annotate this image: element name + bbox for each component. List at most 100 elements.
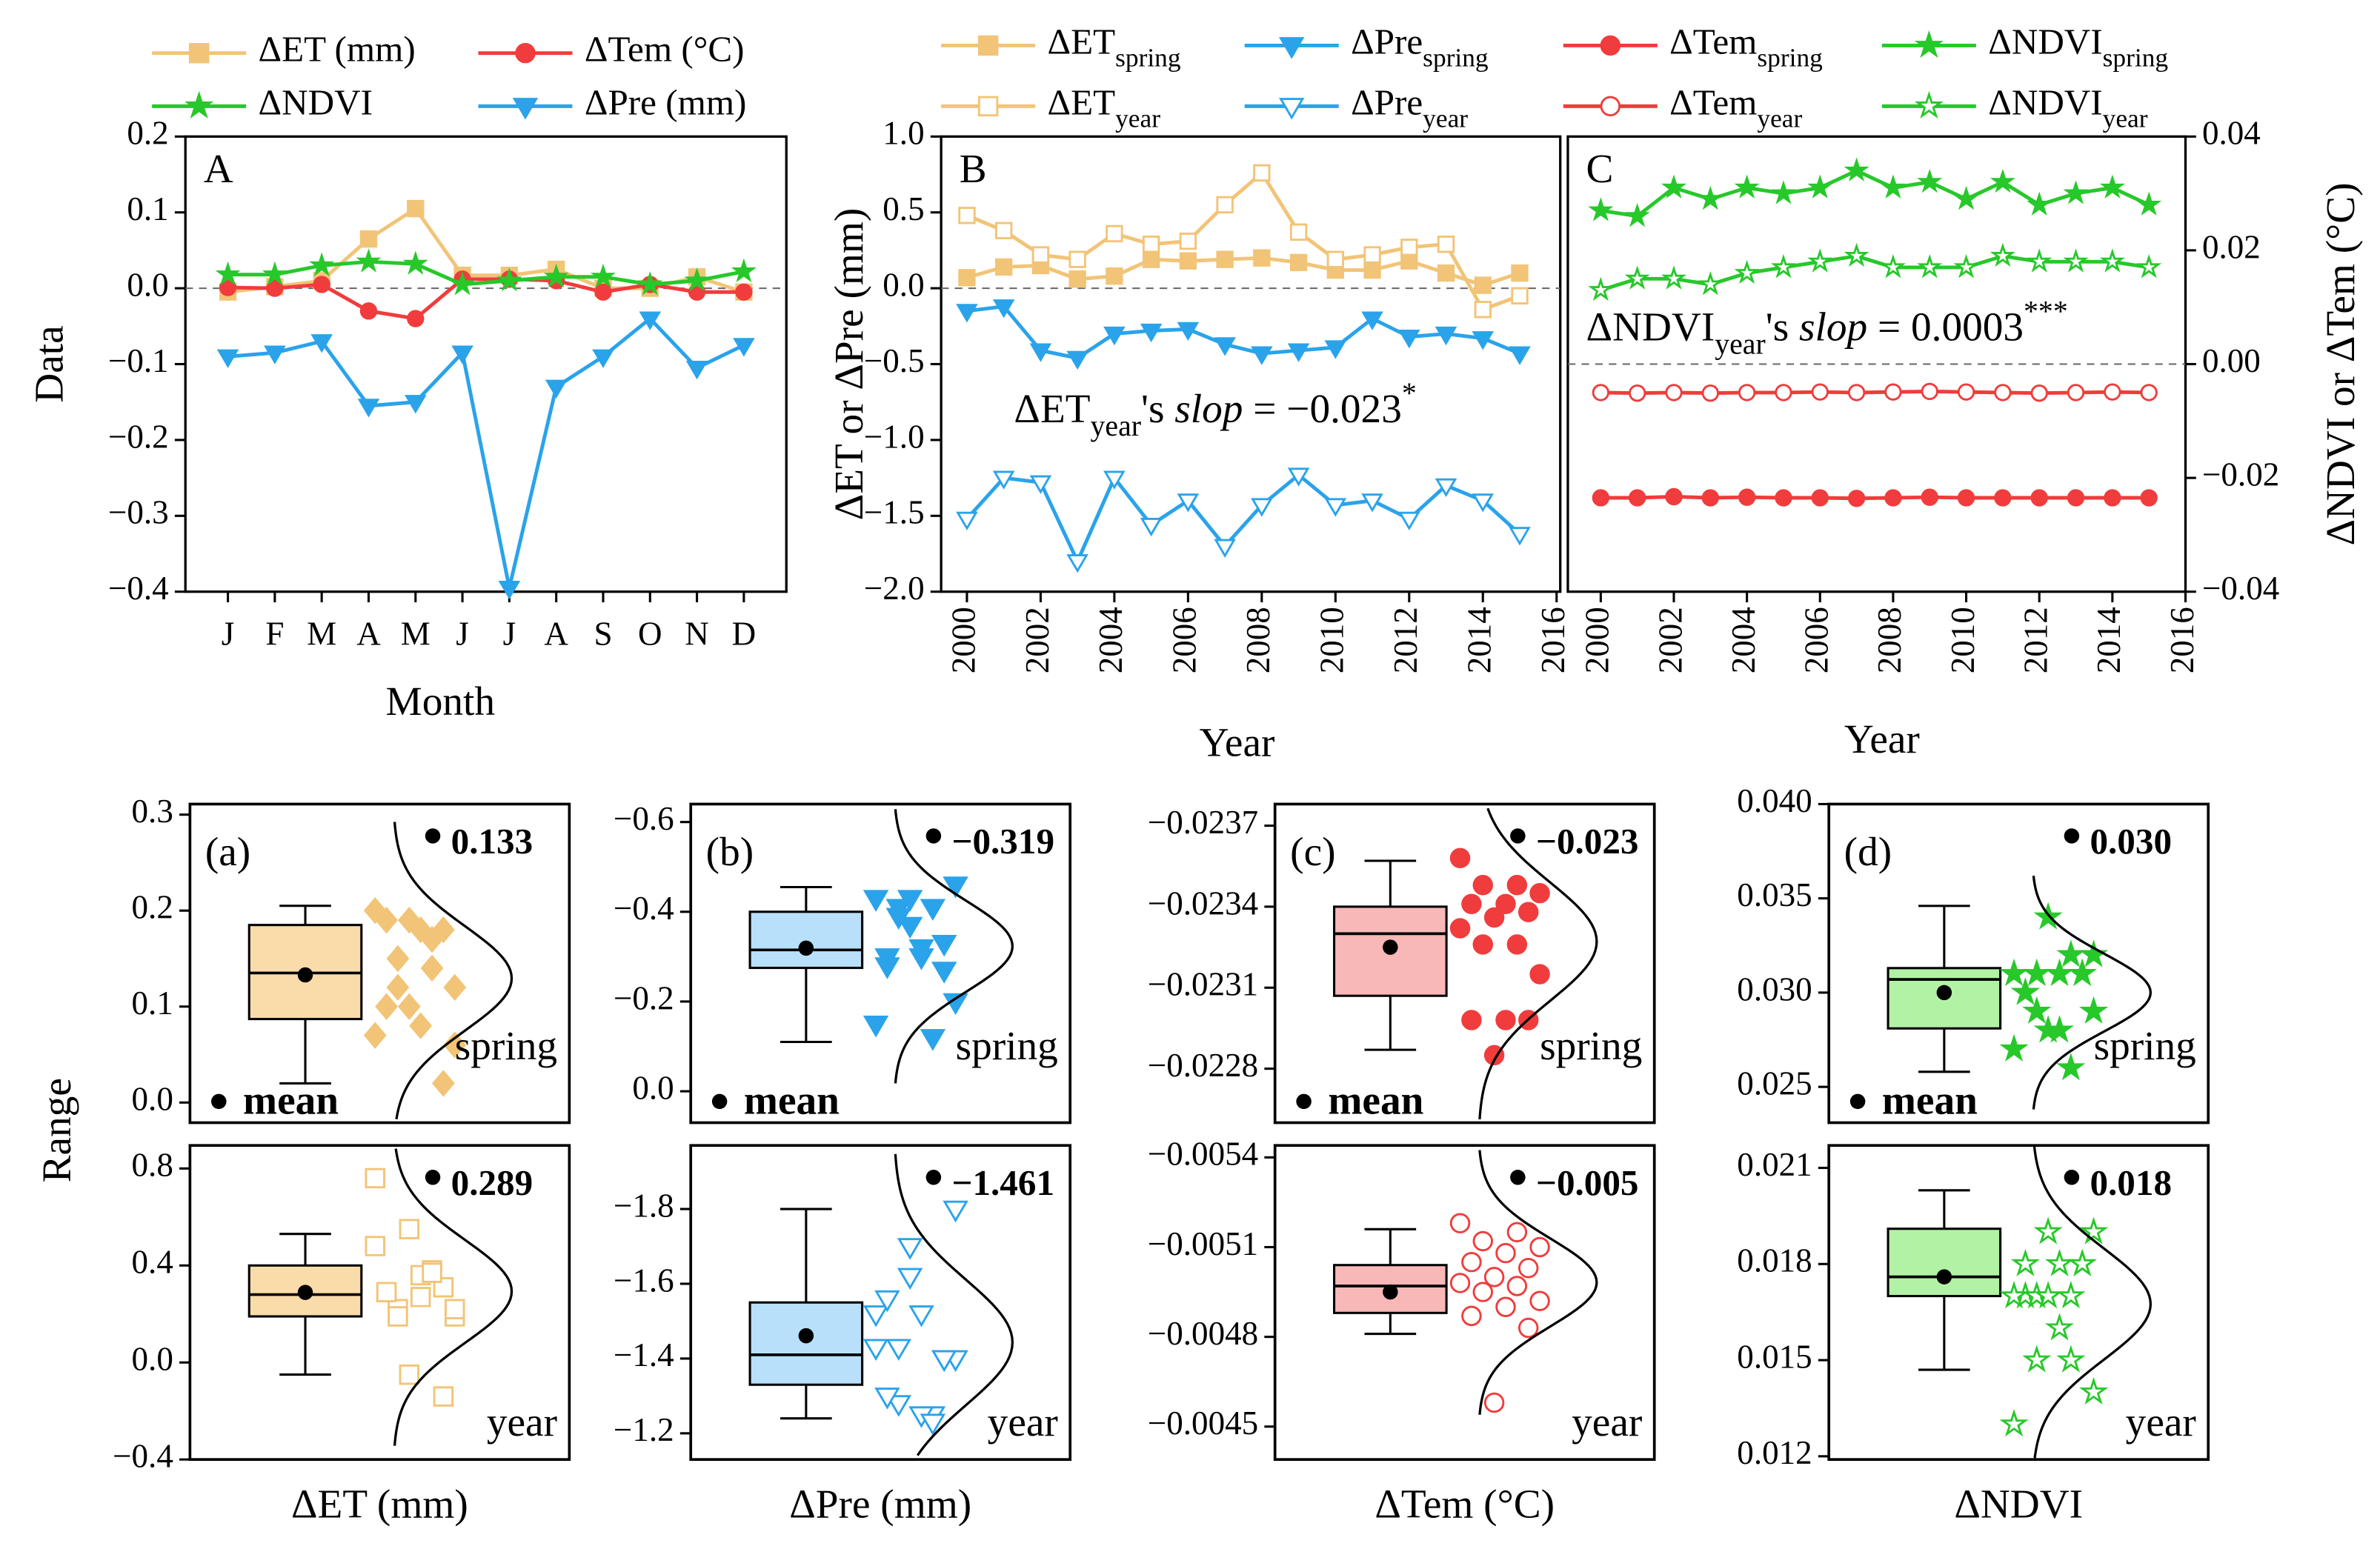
series-marker <box>1066 554 1088 573</box>
annotation: ΔETyear's slop = −0.023* <box>1014 377 1416 442</box>
series-marker <box>1177 322 1200 342</box>
mean-dot <box>798 940 814 956</box>
y-tick-label: 0.0 <box>632 1069 674 1106</box>
legend-dot <box>1296 1093 1312 1110</box>
plot-frame <box>940 135 1562 593</box>
point <box>1461 1010 1482 1030</box>
legend-dot <box>1510 1170 1526 1185</box>
series-marker <box>1661 265 1687 290</box>
series-marker <box>1665 487 1683 506</box>
series-marker <box>359 302 378 320</box>
annotation-part: ΔET <box>1014 386 1090 431</box>
point <box>2033 1280 2063 1309</box>
annotation-part: 's <box>1766 304 1799 349</box>
series-marker <box>215 261 241 286</box>
point <box>1449 1213 1471 1233</box>
point <box>2010 1248 2040 1276</box>
legend-marker <box>515 42 536 64</box>
series-marker <box>1921 382 1938 401</box>
y-tick-label: −1.4 <box>614 1336 674 1373</box>
point <box>1461 1251 1482 1273</box>
annotation-part: = −0.023 <box>1243 386 1401 431</box>
plot-frame <box>1273 802 1656 1125</box>
point <box>365 1236 385 1256</box>
plot-frame <box>1827 1144 2210 1462</box>
y-tick-label: −1.8 <box>614 1187 674 1224</box>
series-marker <box>1770 254 1796 279</box>
series-marker <box>309 252 335 276</box>
legend-label-part: ΔPre (mm) <box>585 82 747 123</box>
series-marker <box>1775 489 1792 507</box>
series-marker <box>733 338 755 357</box>
series-marker <box>731 258 757 283</box>
point <box>365 1167 385 1189</box>
series-marker <box>1214 539 1236 558</box>
legend-label-part: ΔPre <box>1351 21 1423 62</box>
y-tick-label: −0.0237 <box>1148 804 1258 841</box>
box <box>748 1301 864 1386</box>
point <box>1483 1267 1505 1287</box>
legend-dot <box>425 828 441 844</box>
y-axis-label: ΔNDVI or ΔTem (°C) <box>2318 183 2363 546</box>
legend-label-part: ΔET <box>1047 21 1115 62</box>
series-marker <box>1624 265 1650 290</box>
series-marker <box>1880 174 1906 199</box>
point <box>1449 1273 1471 1293</box>
y-tick-label: −0.2 <box>108 418 169 455</box>
annotation-part: *** <box>2024 296 2068 328</box>
x-tick-label: 2004 <box>1725 607 1762 673</box>
point <box>885 907 912 930</box>
series-marker <box>450 271 476 296</box>
normal-curve <box>393 1148 513 1446</box>
series-marker <box>2099 248 2125 273</box>
x-tick-label: M <box>307 616 336 653</box>
series-line <box>966 304 1520 360</box>
normal-curve <box>393 822 513 1120</box>
series-marker <box>1770 180 1796 204</box>
legend-label: ΔPreyear <box>1351 82 1468 133</box>
legend-label: mean <box>243 1078 339 1123</box>
series-marker <box>1435 478 1457 497</box>
series-marker <box>1437 236 1455 253</box>
series-marker <box>1326 250 1344 268</box>
series-marker <box>1701 489 1719 507</box>
group-label: year <box>988 1399 1058 1445</box>
series-marker <box>264 345 286 364</box>
series-marker <box>404 395 427 414</box>
normal-curve <box>894 809 1014 1084</box>
point <box>420 954 444 982</box>
y-tick-label: 0.015 <box>1737 1338 1812 1375</box>
point <box>443 973 467 1002</box>
y-tick-label: 0.030 <box>1737 970 1812 1007</box>
series-marker <box>958 207 976 224</box>
plot-frame <box>689 802 1072 1125</box>
point <box>1495 1010 1516 1030</box>
point <box>409 916 433 944</box>
point <box>931 934 957 957</box>
series-marker <box>545 379 568 399</box>
series-marker <box>1398 511 1420 531</box>
group-label: spring <box>2094 1023 2196 1068</box>
plot-frame <box>1273 1144 1656 1462</box>
point <box>862 1305 889 1328</box>
point <box>1999 1033 2029 1062</box>
series-line <box>1600 254 2150 293</box>
x-tick-label: 2008 <box>1871 607 1908 673</box>
series-marker <box>1142 236 1160 253</box>
y-tick-label: −0.4 <box>113 1438 173 1475</box>
annotation-part: year <box>1091 410 1141 442</box>
series-marker <box>1847 490 1866 507</box>
series-line <box>1600 168 2150 219</box>
annotation-part: slop <box>1799 304 1867 349</box>
point <box>409 1012 433 1039</box>
series-marker <box>1990 168 2015 193</box>
point <box>410 1287 431 1308</box>
series-marker <box>1361 493 1383 513</box>
series-marker <box>1253 164 1271 182</box>
legend-marker <box>1278 37 1305 59</box>
series-marker <box>266 279 284 297</box>
series-marker <box>216 349 239 368</box>
y-tick-label: 0.0 <box>127 266 168 303</box>
series-marker <box>1592 384 1610 402</box>
x-axis-label: ΔNDVI <box>1954 1481 2083 1526</box>
